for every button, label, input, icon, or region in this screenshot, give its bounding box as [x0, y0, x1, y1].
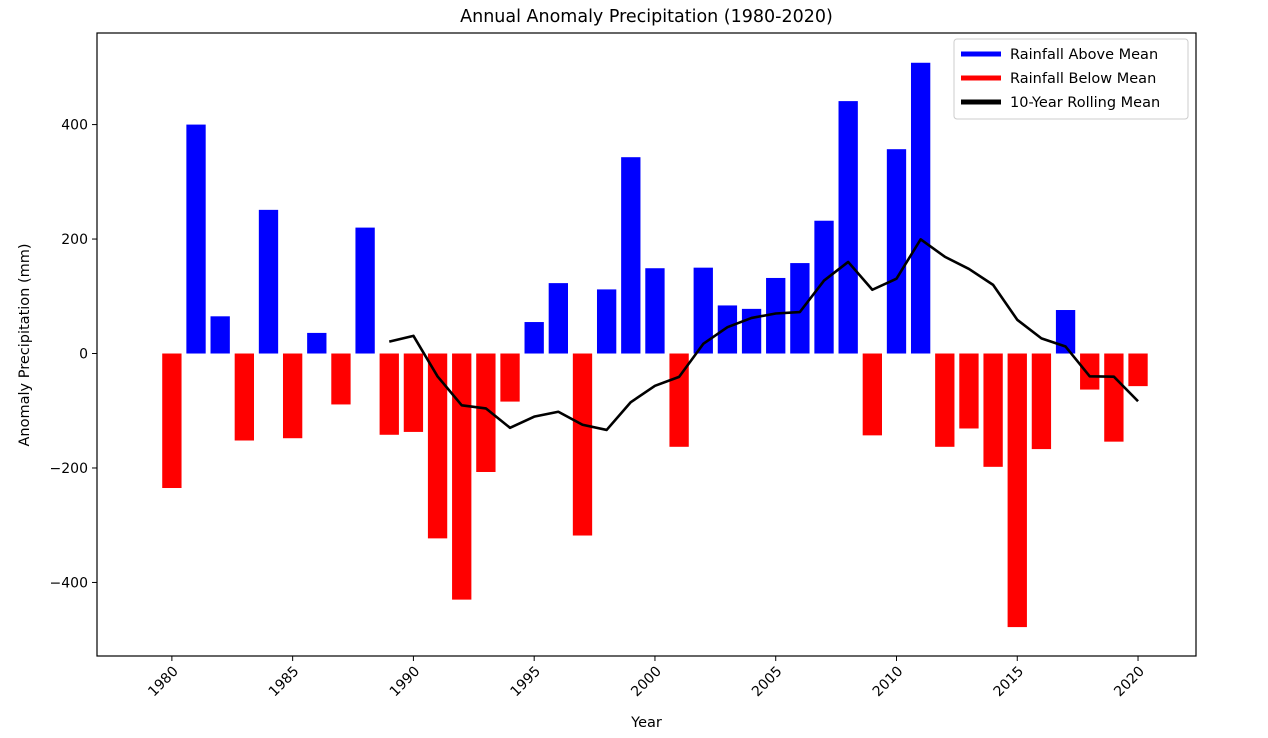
- bar-1985: [282, 353, 303, 439]
- bar-2015: [1007, 353, 1027, 628]
- x-tick-label-2000: 2000: [628, 664, 665, 701]
- bar-2003: [717, 305, 738, 354]
- x-tick-label-2015: 2015: [991, 664, 1028, 701]
- bar-2010: [886, 149, 907, 354]
- bar-1999: [621, 157, 641, 354]
- bar-1995: [524, 322, 544, 354]
- chart-title: Annual Anomaly Precipitation (1980-2020): [460, 7, 833, 27]
- x-axis-label: Year: [630, 715, 662, 731]
- bar-2005: [766, 277, 786, 354]
- bars-group: [162, 62, 1148, 628]
- bar-1997: [572, 353, 593, 536]
- bar-2014: [983, 353, 1003, 467]
- bar-1986: [307, 332, 327, 354]
- y-axis: −400 −200 0 200 400: [50, 118, 97, 591]
- legend-label-below-mean: Rainfall Below Mean: [1010, 71, 1156, 87]
- bar-2013: [959, 353, 979, 429]
- bar-1981: [186, 124, 206, 354]
- bar-1993: [476, 353, 496, 472]
- bar-1982: [210, 316, 230, 354]
- y-axis-label: Anomaly Precipitation (mm): [17, 243, 33, 446]
- y-tick-label-0: 0: [79, 347, 88, 363]
- y-tick-label--200: −200: [50, 461, 88, 477]
- bar-2017: [1055, 310, 1076, 354]
- plot-frame: [96, 32, 1197, 657]
- bar-2009: [862, 353, 882, 436]
- y-tick-label-200: 200: [61, 232, 88, 248]
- bar-2020: [1128, 353, 1148, 387]
- legend-label-rolling-mean: 10-Year Rolling Mean: [1010, 95, 1160, 111]
- bar-1990: [403, 353, 424, 432]
- legend-label-above-mean: Rainfall Above Mean: [1010, 47, 1158, 63]
- rolling-mean-line: [388, 238, 1139, 432]
- bar-2007: [814, 220, 834, 354]
- legend-box: [953, 38, 1189, 120]
- legend: Rainfall Above Mean Rainfall Below Mean …: [953, 38, 1189, 120]
- bar-1983: [234, 353, 254, 441]
- bar-1991: [427, 353, 448, 539]
- bar-2002: [693, 267, 713, 354]
- x-tick-label-1980: 1980: [145, 664, 182, 701]
- x-tick-label-2020: 2020: [1111, 664, 1148, 701]
- x-axis: 1980 1985 1990 1995 2000 2005 2010 2015 2020: [145, 656, 1148, 700]
- bar-2019: [1104, 353, 1124, 442]
- bar-1989: [379, 353, 399, 435]
- x-tick-label-2010: 2010: [870, 664, 907, 701]
- bar-1988: [355, 227, 375, 354]
- bar-2001: [669, 353, 689, 447]
- bar-1987: [331, 353, 351, 405]
- x-tick-label-2005: 2005: [749, 664, 786, 701]
- bar-2000: [645, 268, 665, 354]
- bar-1980: [162, 353, 182, 489]
- bar-2016: [1031, 353, 1052, 450]
- y-tick-label--400: −400: [50, 575, 88, 591]
- bar-2006: [790, 263, 810, 354]
- bar-1996: [548, 283, 568, 354]
- bar-2011: [910, 62, 931, 354]
- bar-2008: [838, 101, 858, 354]
- bar-1998: [596, 289, 617, 354]
- y-tick-label-400: 400: [61, 118, 88, 134]
- x-tick-label-1985: 1985: [266, 664, 303, 701]
- bar-2018: [1080, 353, 1100, 390]
- rolling-mean-group: [388, 238, 1139, 432]
- bar-1994: [500, 353, 520, 402]
- x-tick-label-1990: 1990: [387, 664, 424, 701]
- bar-2012: [935, 353, 955, 447]
- x-tick-label-1995: 1995: [508, 664, 545, 701]
- bar-1992: [452, 353, 472, 600]
- bar-1984: [258, 209, 279, 354]
